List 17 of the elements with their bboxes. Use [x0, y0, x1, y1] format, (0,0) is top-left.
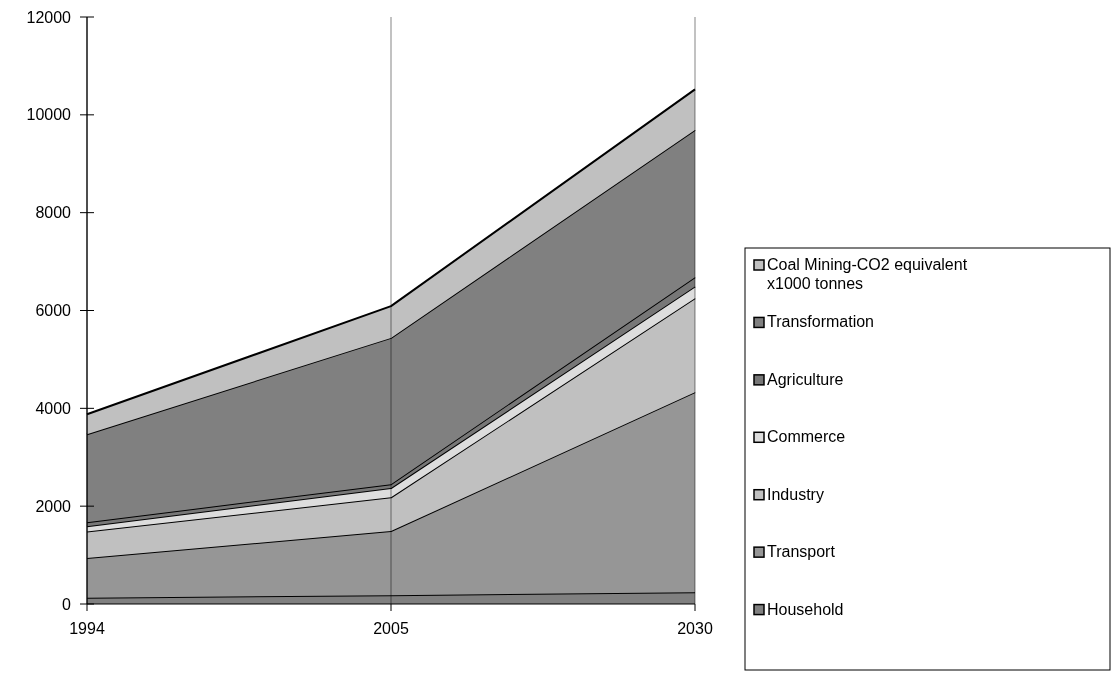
y-tick-label: 4000	[35, 399, 72, 417]
y-tick-label: 10000	[26, 106, 72, 124]
x-tick-label: 1994	[69, 620, 105, 637]
legend-label: Transformation	[767, 313, 874, 331]
x-tick-label: 2030	[677, 620, 713, 637]
legend-label: Industry	[767, 485, 824, 503]
y-tick-label: 0	[62, 595, 72, 613]
legend-label: Transport	[767, 543, 836, 561]
legend-label: Agriculture	[767, 370, 844, 388]
y-tick-label: 2000	[35, 497, 72, 515]
legend-label: Commerce	[767, 428, 846, 446]
x-tick-label: 2005	[373, 620, 409, 637]
legend-label: Household	[767, 600, 844, 618]
y-tick-label: 6000	[35, 302, 72, 320]
y-tick-label: 8000	[35, 204, 72, 222]
y-tick-label: 12000	[26, 8, 72, 26]
legend-label: Coal Mining-CO2 equivalent x1000 tonnes	[767, 256, 968, 292]
